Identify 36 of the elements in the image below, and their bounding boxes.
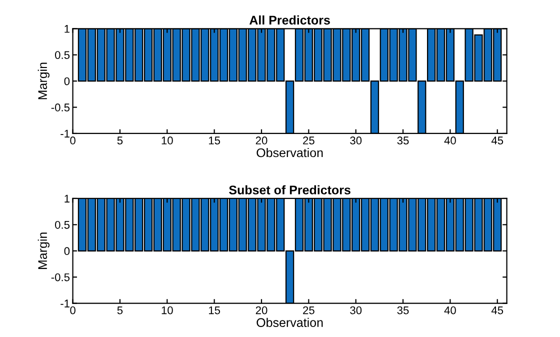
x-tick-label: 25 bbox=[303, 136, 314, 144]
x-tick-label: 40 bbox=[444, 136, 456, 144]
x-tick-label: 15 bbox=[208, 136, 220, 144]
x-tick-label: 25 bbox=[303, 306, 314, 314]
x-axis-title: Observation bbox=[256, 148, 323, 158]
x-tick-label: 45 bbox=[491, 306, 504, 314]
x-tick-label: 20 bbox=[256, 306, 268, 314]
chart-title: All Predictors bbox=[249, 15, 330, 25]
x-tick-label: 10 bbox=[162, 136, 173, 144]
y-tick-label: 0 bbox=[64, 247, 70, 256]
y-tick-label: 0 bbox=[64, 77, 70, 86]
x-tick-label: 15 bbox=[208, 306, 220, 314]
x-axis-title: Observation bbox=[256, 318, 323, 328]
chart-title: Subset of Predictors bbox=[229, 185, 350, 194]
x-tick-label: 30 bbox=[350, 306, 362, 314]
x-tick-label: 5 bbox=[117, 306, 123, 314]
y-tick-label: -0.5 bbox=[51, 104, 70, 112]
y-axis-title: Margin bbox=[38, 62, 50, 100]
x-tick-label: 20 bbox=[256, 136, 268, 144]
y-tick-label: -1 bbox=[60, 300, 70, 308]
x-tick-label: 45 bbox=[491, 136, 504, 144]
x-tick-label: 40 bbox=[444, 306, 456, 314]
y-tick-label: 0.5 bbox=[55, 51, 70, 59]
x-tick-label: 35 bbox=[397, 136, 409, 144]
y-tick-label: -0.5 bbox=[51, 273, 70, 282]
y-axis-title: Margin bbox=[38, 232, 50, 269]
y-tick-label: -1 bbox=[60, 130, 70, 138]
x-tick-label: 35 bbox=[397, 306, 409, 314]
x-tick-label: 30 bbox=[350, 136, 362, 144]
x-tick-label: 5 bbox=[117, 136, 123, 144]
y-tick-label: 1 bbox=[64, 25, 70, 33]
x-tick-label: 0 bbox=[70, 136, 76, 144]
y-tick-label: 1 bbox=[64, 194, 70, 202]
x-tick-label: 10 bbox=[162, 306, 173, 314]
x-tick-label: 0 bbox=[70, 306, 76, 314]
y-tick-label: 0.5 bbox=[55, 220, 70, 229]
